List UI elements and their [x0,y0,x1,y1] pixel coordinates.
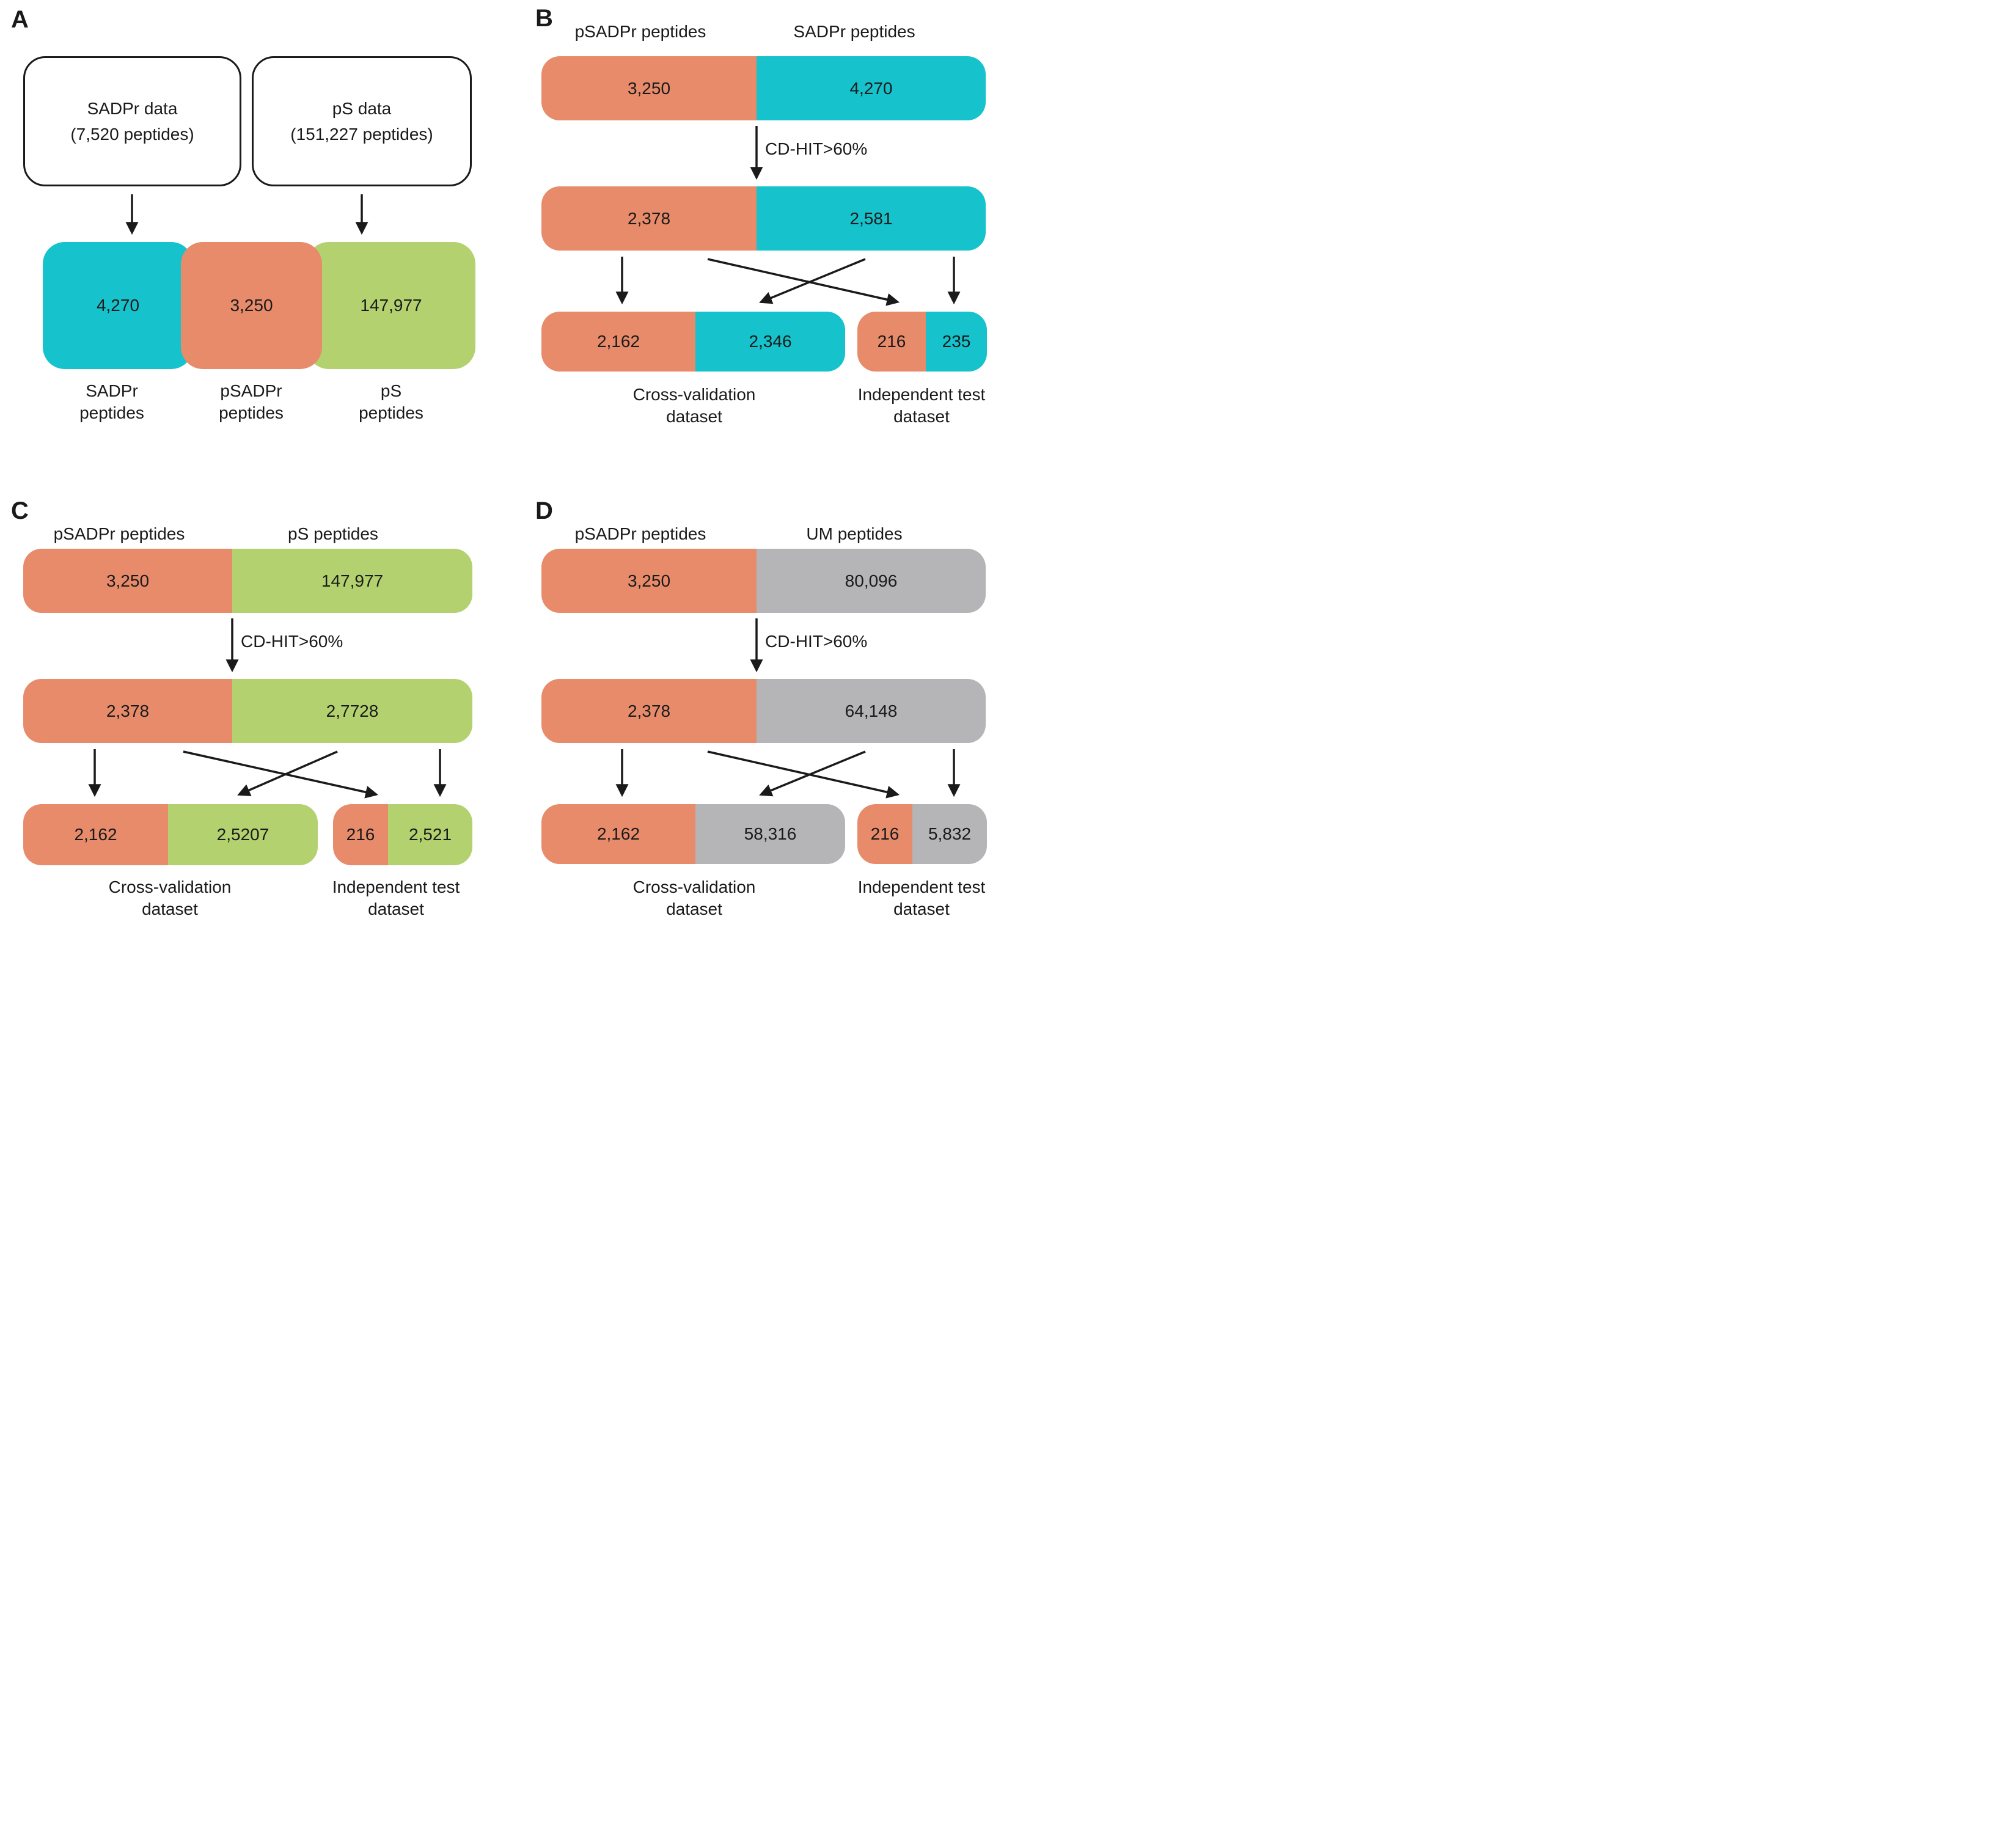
panel-c-test-psadpr-segment: 216 [333,804,388,865]
panel-b: B pSADPr peptides SADPr peptides 3,250 4… [524,0,1008,455]
arrow-um-to-cv [759,750,866,797]
panel-d-row1-bar: 3,250 80,096 [541,549,986,613]
panel-c-independent-test-bar: 216 2,521 [333,804,472,865]
panel-c-letter: C [11,497,29,524]
psadpr-peptides-label-line2: peptides [219,403,284,423]
panel-d-cv-um-segment: 58,316 [695,804,845,864]
panel-b-left-header: pSADPr peptides [574,22,706,41]
panel-b-row2-sadpr-segment: 2,581 [757,186,986,251]
panel-d-test-label-line1: Independent test [857,877,986,896]
panel-c-cv-label-line2: dataset [142,899,198,919]
ps-data-box: pS data (151,227 peptides) [252,56,472,186]
panel-b-test-sadpr-segment: 235 [926,312,987,372]
panel-c-left-header: pSADPr peptides [53,524,185,543]
dataset-construction-figure: A SADPr data (7,520 peptides) pS data (1… [0,0,1008,918]
panel-c-cross-validation-bar: 2,162 2,5207 [23,804,318,865]
ps-peptides-label: pS peptides [330,380,452,425]
ps-data-box-count: (151,227 peptides) [290,124,433,144]
sadpr-peptides-block: 4,270 [43,242,193,369]
panel-c-row2-psadpr-segment: 2,378 [23,679,232,743]
panel-b-cdhit-label: CD-HIT>60% [765,139,868,158]
panel-b-cv-label: Cross-validation dataset [541,384,847,428]
panel-b-cv-label-line1: Cross-validation [632,385,756,404]
panel-d-row1-um-segment: 80,096 [757,549,986,613]
panel-b-row1-psadpr-segment: 3,250 [541,56,757,120]
panel-d-cv-label-line2: dataset [666,899,722,919]
panel-d-cv-label: Cross-validation dataset [541,876,847,921]
panel-b-row2-bar: 2,378 2,581 [541,186,986,251]
psadpr-peptides-label-line1: pSADPr [220,381,282,400]
panel-c-row1-ps-segment: 147,977 [232,549,472,613]
panel-d-right-header: UM peptides [806,524,903,543]
arrow-sadpr-to-cv [759,258,866,304]
panel-b-cross-validation-bar: 2,162 2,346 [541,312,845,372]
panel-d-independent-test-bar: 216 5,832 [857,804,987,864]
sadpr-data-box-count: (7,520 peptides) [70,124,194,144]
panel-b-letter: B [535,5,553,32]
panel-d-test-um-segment: 5,832 [912,804,987,864]
arrow-psadpr-to-test [707,750,900,799]
panel-d-cv-psadpr-segment: 2,162 [541,804,695,864]
panel-c-cv-label-line1: Cross-validation [108,877,232,896]
panel-b-cv-sadpr-segment: 2,346 [695,312,845,372]
panel-c-test-label: Independent test dataset [307,876,485,921]
ps-data-box-title: pS data [332,98,392,118]
panel-c-right-header: pS peptides [288,524,378,543]
panel-c: C pSADPr peptides pS peptides 3,250 147,… [0,489,507,918]
panel-d-cross-validation-bar: 2,162 58,316 [541,804,845,864]
panel-c-test-label-line2: dataset [368,899,424,919]
panel-c-cv-ps-segment: 2,5207 [168,804,318,865]
arrow-ps-to-cv [237,750,338,796]
sadpr-data-box-title: SADPr data [87,98,178,118]
panel-a-letter: A [11,6,29,33]
sadpr-peptides-label: SADPr peptides [51,380,173,425]
panel-b-right-header: SADPr peptides [793,22,915,41]
panel-a: A SADPr data (7,520 peptides) pS data (1… [0,0,507,455]
sadpr-peptides-label-line2: peptides [79,403,144,423]
panel-d-row2-bar: 2,378 64,148 [541,679,986,743]
sadpr-data-box: SADPr data (7,520 peptides) [23,56,241,186]
panel-b-independent-test-bar: 216 235 [857,312,987,372]
panel-b-row1-sadpr-segment: 4,270 [757,56,986,120]
panel-c-row1-psadpr-segment: 3,250 [23,549,232,613]
panel-b-test-label-line1: Independent test [857,385,986,404]
panel-b-cv-label-line2: dataset [666,407,722,427]
panel-d-letter: D [535,497,553,524]
panel-d-cv-label-line1: Cross-validation [632,877,756,896]
panel-b-test-psadpr-segment: 216 [857,312,926,372]
panel-d-row2-psadpr-segment: 2,378 [541,679,757,743]
panel-b-test-label-line2: dataset [893,407,950,427]
panel-d-test-psadpr-segment: 216 [857,804,912,864]
panel-b-row2-psadpr-segment: 2,378 [541,186,757,251]
panel-d-left-header: pSADPr peptides [574,524,706,543]
panel-c-row2-ps-segment: 2,7728 [232,679,472,743]
panel-d-row2-um-segment: 64,148 [757,679,986,743]
panel-c-test-label-line1: Independent test [332,877,460,896]
panel-d: D pSADPr peptides UM peptides 3,250 80,0… [524,489,1008,918]
panel-d-row1-psadpr-segment: 3,250 [541,549,757,613]
panel-c-cdhit-label: CD-HIT>60% [241,632,343,651]
panel-b-row1-bar: 3,250 4,270 [541,56,986,120]
sadpr-peptides-label-line1: SADPr [86,381,138,400]
arrow-psadpr-to-test [183,750,379,799]
panel-b-cv-psadpr-segment: 2,162 [541,312,695,372]
panel-d-cdhit-label: CD-HIT>60% [765,632,868,651]
psadpr-peptides-label: pSADPr peptides [190,380,312,425]
panel-d-test-label: Independent test dataset [833,876,1010,921]
ps-peptides-block: 147,977 [307,242,475,369]
panel-d-test-label-line2: dataset [893,899,950,919]
psadpr-peptides-block: 3,250 [181,242,322,369]
arrow-psadpr-to-test [707,258,900,306]
panel-c-cv-label: Cross-validation dataset [17,876,323,921]
panel-c-row2-bar: 2,378 2,7728 [23,679,472,743]
ps-peptides-label-line2: peptides [359,403,423,423]
panel-b-test-label: Independent test dataset [833,384,1010,428]
panel-c-row1-bar: 3,250 147,977 [23,549,472,613]
panel-c-cv-psadpr-segment: 2,162 [23,804,168,865]
ps-peptides-label-line1: pS [380,381,402,400]
panel-c-test-ps-segment: 2,521 [388,804,472,865]
